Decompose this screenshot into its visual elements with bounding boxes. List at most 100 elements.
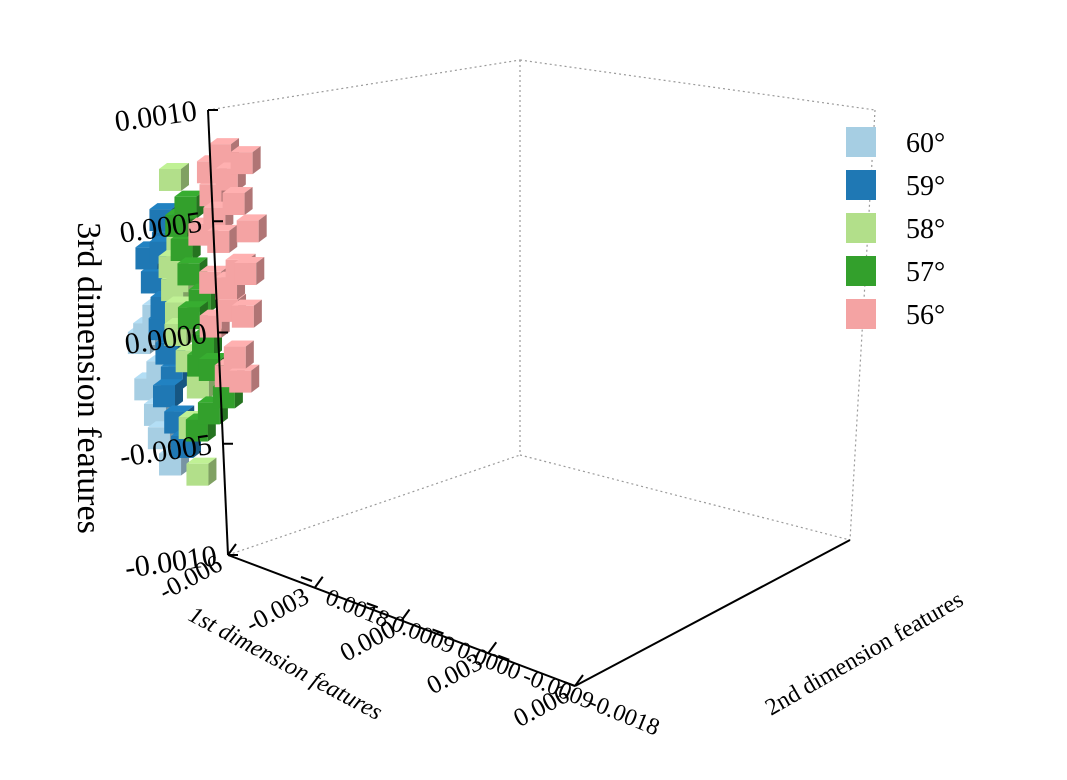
voxel-face-top xyxy=(222,186,253,193)
data-voxel xyxy=(229,364,260,393)
x-tick-mark xyxy=(574,674,584,687)
voxel-face-front xyxy=(231,305,254,328)
voxel-face-front xyxy=(165,214,188,237)
voxel-face-front xyxy=(177,263,200,286)
voxel-face-front xyxy=(234,263,257,286)
data-voxel xyxy=(186,457,217,486)
voxel-face-front xyxy=(155,342,178,365)
voxel-face-front xyxy=(174,196,197,219)
legend: 60° 59° 58° 57° 56° xyxy=(846,127,945,331)
voxel-face-top xyxy=(177,257,208,264)
voxel-face-front xyxy=(223,346,246,369)
data-voxel xyxy=(223,340,254,369)
voxel-face-front xyxy=(209,144,232,167)
data-voxel xyxy=(231,299,262,328)
legend-label: 56° xyxy=(906,300,945,331)
voxel-face-front xyxy=(170,238,193,261)
voxel-face-top xyxy=(149,203,180,210)
pane-line xyxy=(519,59,876,111)
voxel-face-front xyxy=(207,230,230,253)
voxel-face-front xyxy=(196,161,219,184)
voxel-face-top xyxy=(234,257,265,264)
voxel-face-top xyxy=(230,146,261,153)
x-tick-mark xyxy=(487,641,498,654)
voxel-face-front xyxy=(164,323,187,346)
voxel-face-side xyxy=(175,379,184,408)
voxel-face-side xyxy=(252,146,261,175)
voxel-face-front xyxy=(159,453,182,476)
voxel-face-side xyxy=(258,214,267,243)
data-voxel xyxy=(222,186,253,215)
voxel-face-front xyxy=(229,370,252,393)
voxel-face-side xyxy=(253,299,262,328)
voxel-face-front xyxy=(186,376,209,399)
voxel-face-front xyxy=(186,463,209,486)
data-voxel xyxy=(207,224,238,253)
voxel-face-side xyxy=(244,186,253,215)
voxel-face-side xyxy=(208,457,217,486)
voxel-face-front xyxy=(192,334,215,357)
x-tick-mark xyxy=(400,608,411,622)
x-tick-mark xyxy=(313,576,324,589)
voxel-face-front xyxy=(177,307,200,330)
voxel-face-side xyxy=(245,340,254,369)
voxel-face-front xyxy=(143,403,166,426)
voxel-face-top xyxy=(164,405,195,412)
voxel-face-top xyxy=(209,138,240,145)
voxel-face-front xyxy=(230,152,253,175)
y-tick-label: 0.0009 xyxy=(388,611,459,660)
voxel-face-top xyxy=(198,352,229,359)
legend-swatch xyxy=(846,127,876,157)
legend-swatch xyxy=(846,170,876,200)
voxel-face-front xyxy=(134,378,157,401)
voxel-face-top xyxy=(207,224,238,231)
y-tick-mark xyxy=(300,576,313,582)
legend-swatch xyxy=(846,299,876,329)
voxel-face-side xyxy=(180,162,189,191)
x-tick-mark xyxy=(227,543,237,556)
voxel-face-front xyxy=(222,192,245,215)
pane-line xyxy=(227,454,521,556)
voxel-face-front xyxy=(158,168,181,191)
data-voxels xyxy=(127,138,267,486)
voxel-face-front xyxy=(215,277,238,300)
voxel-face-front xyxy=(158,256,181,279)
legend-label: 59° xyxy=(906,171,945,202)
data-voxel xyxy=(230,146,261,175)
y-tick-mark xyxy=(366,602,379,609)
voxel-face-top xyxy=(153,379,184,386)
voxel-face-top xyxy=(174,190,205,197)
voxel-face-top xyxy=(164,296,195,303)
voxel-face-front xyxy=(203,207,226,230)
y-tick-label: 0.0018 xyxy=(322,584,393,633)
z-axis-title: 3rd dimension features xyxy=(70,222,107,534)
voxel-face-side xyxy=(229,224,238,253)
y-tick-mark xyxy=(432,628,444,635)
voxel-face-top xyxy=(177,301,208,308)
y-tick-mark xyxy=(497,654,510,661)
voxel-face-side xyxy=(251,364,260,393)
voxel-face-front xyxy=(236,220,259,243)
pane-line xyxy=(207,59,521,111)
voxel-face-front xyxy=(153,385,176,408)
voxel-face-side xyxy=(256,257,265,286)
data-voxel xyxy=(234,257,265,286)
legend-label: 57° xyxy=(906,257,945,288)
y-tick-mark xyxy=(563,681,576,687)
voxel-face-top xyxy=(158,162,189,169)
voxel-face-top xyxy=(223,340,254,347)
data-voxel xyxy=(153,379,184,408)
back-pane-lines xyxy=(207,59,876,556)
voxel-face-front xyxy=(140,271,163,294)
z-tick-label: 0.0010 xyxy=(113,94,199,138)
voxel-face-top xyxy=(231,299,262,306)
voxel-face-front xyxy=(185,419,208,442)
pane-line xyxy=(519,454,851,541)
voxel-face-top xyxy=(186,457,217,464)
data-voxel xyxy=(236,214,267,243)
legend-label: 58° xyxy=(906,214,945,245)
legend-swatch xyxy=(846,213,876,243)
y-axis-line xyxy=(574,539,851,687)
legend-label: 60° xyxy=(906,128,945,159)
